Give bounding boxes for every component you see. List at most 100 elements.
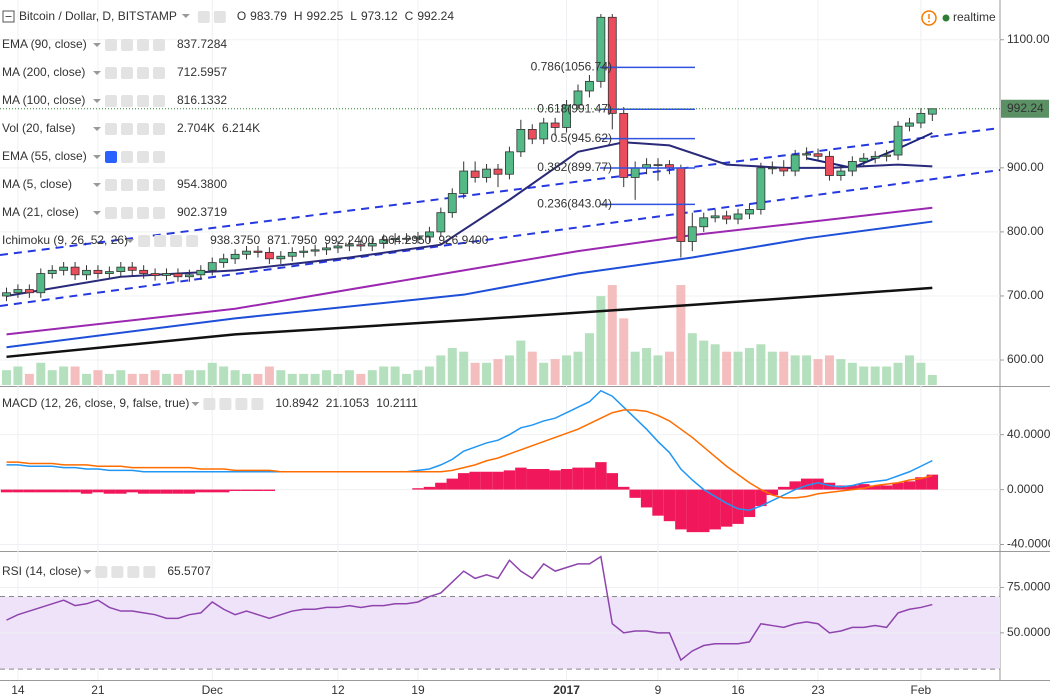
ohlc-letter: O [237,9,246,23]
volume-bar [379,366,389,385]
volume-bar [710,344,720,385]
histogram-bar [858,484,870,490]
histogram-bar [663,489,676,522]
histogram-bar [800,478,813,490]
volume-bar [287,373,297,385]
candle-body [619,112,629,178]
legend-icon [137,151,149,163]
y-tick-label: 600.00 [1007,352,1044,366]
candle-body [150,273,160,276]
legend-icon [153,95,165,107]
candle-body [436,212,446,233]
histogram-bar [629,489,641,498]
histogram-bar [446,478,458,490]
legend-name: MA (5, close) [2,177,72,191]
volume-bar [767,351,777,385]
legend-icon [121,179,133,191]
dropdown-icon [93,99,101,103]
histogram-bar [846,485,859,490]
legend-icon [219,398,232,410]
candle-body [264,251,274,260]
legend-icon [137,39,149,51]
legend-value: 938.3750 [210,233,260,247]
candle-body [927,108,937,115]
indicator-line [6,141,933,297]
alert-icon [921,10,937,26]
candle-body [104,271,114,274]
volume-bar [173,373,183,385]
volume-bar [596,296,606,385]
y-tick-label: -40.0000 [1007,537,1050,551]
y-tick-label: 900.00 [1007,160,1044,174]
histogram-bar [583,467,596,490]
volume-bar [847,362,857,385]
volume-bar [253,373,263,385]
volume-bar [687,333,697,385]
legend-name: EMA (55, close) [2,149,87,163]
volume-bar [676,285,686,385]
histogram-bar [538,469,550,490]
legend-icon [121,123,133,135]
legend-icon [127,566,140,578]
legend-icon [153,207,165,219]
legend-name: RSI (14, close) [2,564,81,578]
candle-body [653,164,663,167]
volume-bar [276,370,286,385]
candle-body [333,245,343,249]
dropdown-icon [191,402,200,406]
histogram-bar [240,489,253,491]
histogram-bar [195,489,207,493]
candle-body [276,255,286,260]
candle-body [825,155,834,176]
candle-body [93,269,103,274]
candle-body [116,266,126,273]
volume-bar [47,370,57,385]
candle-body [482,168,491,178]
legend-value: 902.3719 [177,205,227,219]
candle-body [882,154,892,157]
histogram-bar [652,489,664,516]
candle-body [24,289,34,294]
legend-icon [197,11,210,23]
dropdown-icon [93,211,101,215]
candle-body [402,237,411,240]
histogram-bar [572,467,584,490]
legend-value: 2.704K [177,121,215,135]
volume-bar [333,373,343,385]
histogram-bar [160,489,173,494]
histogram-bar [57,489,70,493]
legend-value: 10.2111 [376,396,418,410]
histogram-bar [618,486,630,490]
histogram-bar [458,473,470,490]
volume-bar [242,373,252,385]
dropdown-icon [93,127,101,131]
legend-icon [153,123,165,135]
legend-icon [203,398,216,410]
volume-bar [859,366,869,385]
volume-bar [367,370,377,385]
candle-body [893,125,903,156]
legend-value: 712.5957 [177,65,227,79]
volume-bar [470,362,480,385]
histogram-bar [720,489,733,527]
legend-icon [137,67,149,79]
last-price-box [1001,99,1049,118]
legend-icon [153,67,165,79]
candle-body [493,168,503,175]
x-tick-label: Feb [911,683,932,697]
volume-bar [779,351,789,385]
candle-body [390,237,400,240]
histogram-bar [526,469,539,490]
legend-icon [121,151,133,163]
histogram-bar [915,477,927,490]
last-price-label: 992.24 [1007,101,1044,115]
candle-body [630,167,640,178]
legend-name: MA (21, close) [2,205,79,219]
histogram-bar [595,462,607,490]
candle-body [527,129,537,140]
histogram-bar [252,489,264,491]
candle-body [413,236,423,239]
volume-bar [70,366,80,385]
histogram-bar [12,489,24,493]
volume-bar [184,370,194,385]
